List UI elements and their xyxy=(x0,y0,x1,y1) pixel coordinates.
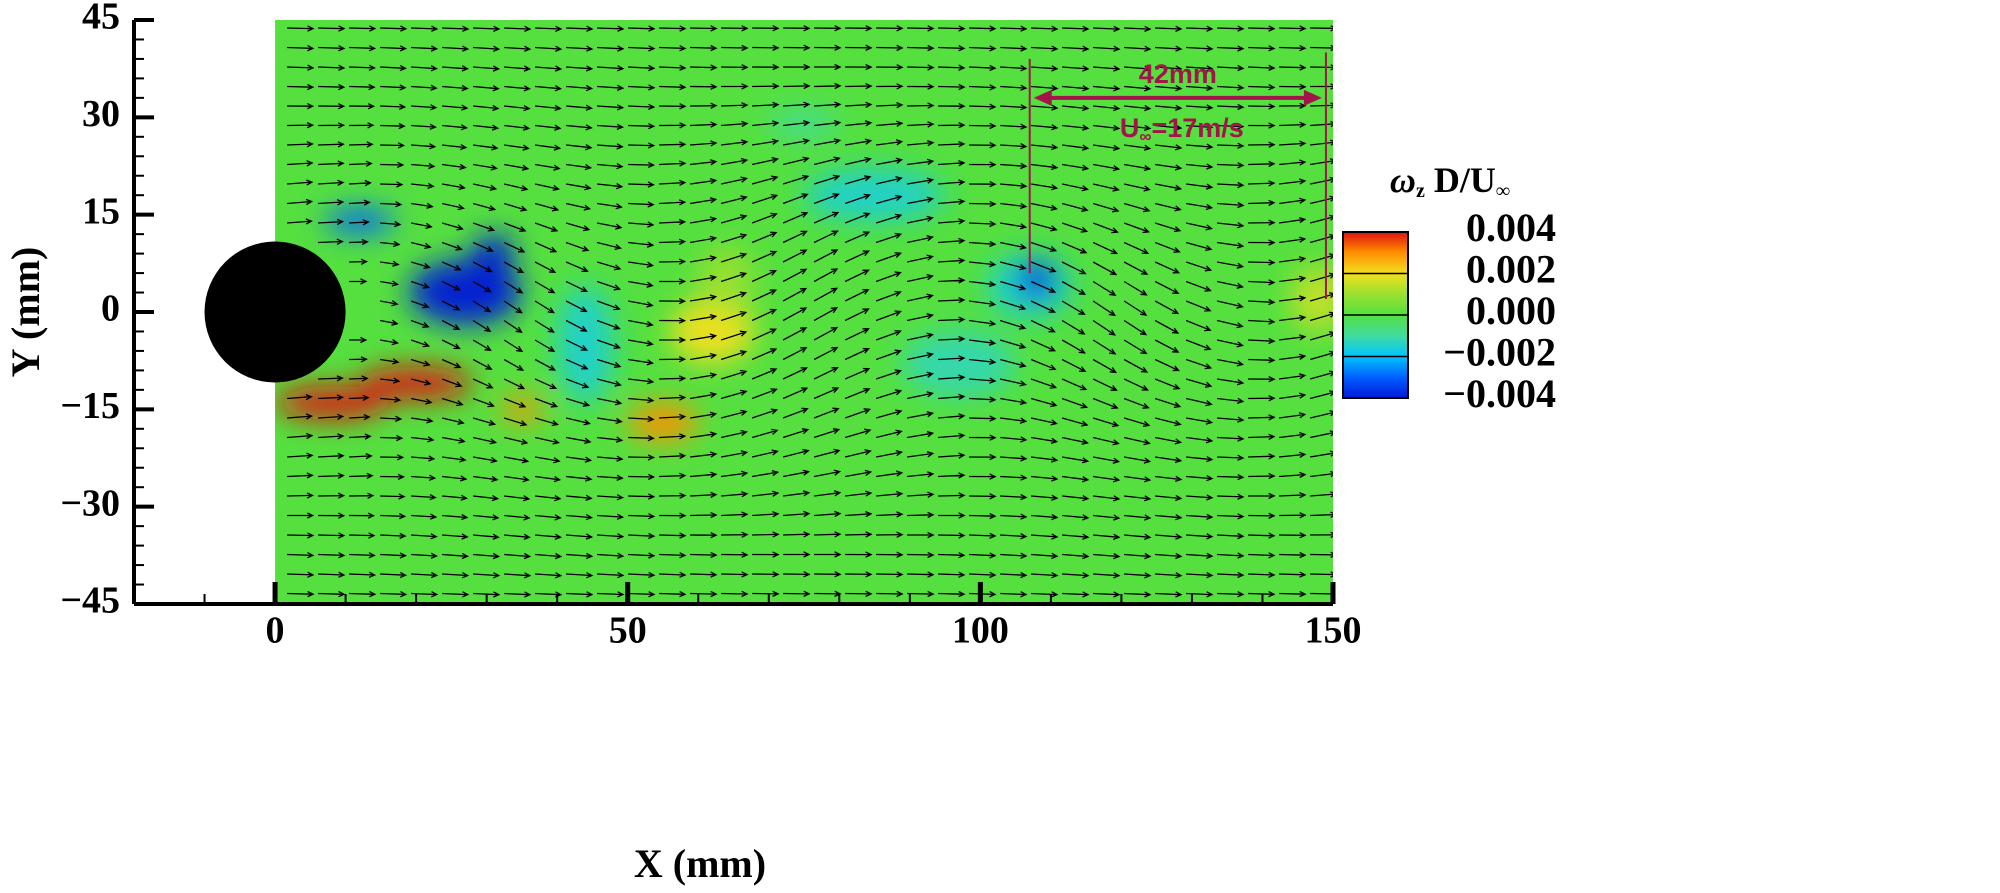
vorticity-patch xyxy=(359,367,473,400)
y-tick-label: −30 xyxy=(60,482,120,524)
colorbar-tick-label: 0.000 xyxy=(1466,288,1556,333)
velocity-text: =17m/s xyxy=(1151,113,1243,143)
x-tick-label: 100 xyxy=(952,610,1009,652)
colorbar-tick-label: −0.002 xyxy=(1443,330,1556,375)
vorticity-patch xyxy=(472,234,515,274)
colorbar-tick-label: 0.002 xyxy=(1466,247,1556,292)
vorticity-patch xyxy=(275,386,388,420)
vorticity-patch xyxy=(804,169,946,222)
arrow-head xyxy=(1033,89,1052,106)
vorticity-patch xyxy=(1290,266,1333,332)
velocity-symbol: U xyxy=(1120,113,1140,143)
y-axis-label: Y (mm) xyxy=(3,247,48,378)
contour-field xyxy=(275,20,1333,604)
vorticity-patch xyxy=(670,299,755,364)
vorticity-patch xyxy=(409,260,522,325)
y-tick-label: 45 xyxy=(82,0,120,38)
x-tick-label: 50 xyxy=(609,610,647,652)
colorbar-title-subscript: ∞ xyxy=(1496,180,1510,202)
vorticity-patch xyxy=(500,396,544,423)
colorbar-title: ωz D/U∞ xyxy=(1390,160,1510,201)
cylinder xyxy=(204,241,346,383)
vorticity-patch xyxy=(557,286,614,403)
y-tick-label: 0 xyxy=(101,288,120,330)
x-axis-label: X (mm) xyxy=(634,841,766,886)
vorticity-patch xyxy=(324,208,395,235)
x-tick-label: 150 xyxy=(1305,610,1362,652)
arrow-head xyxy=(1303,89,1322,106)
y-tick-label: −15 xyxy=(60,385,120,427)
dimension-label: 42mm xyxy=(1139,59,1217,89)
y-tick-label: 30 xyxy=(82,93,120,135)
colorbar-tick-label: −0.004 xyxy=(1443,371,1556,416)
y-tick-label: 15 xyxy=(82,190,120,232)
velocity-subscript: ∞ xyxy=(1139,127,1151,146)
vorticity-patch xyxy=(627,402,699,442)
colorbar-title-text: D/U xyxy=(1425,160,1496,200)
y-tick-label: −45 xyxy=(60,580,120,622)
velocity-label: U∞=17m/s xyxy=(1120,113,1244,146)
x-tick-label: 0 xyxy=(266,610,285,652)
vorticity-patch xyxy=(768,110,840,137)
colorbar-title-subscript: z xyxy=(1416,180,1425,202)
vector-field xyxy=(287,25,1333,598)
vorticity-patch xyxy=(1019,260,1055,300)
colorbar-tick-label: 0.004 xyxy=(1466,205,1556,250)
colorbar-title-symbol: ω xyxy=(1390,160,1416,200)
